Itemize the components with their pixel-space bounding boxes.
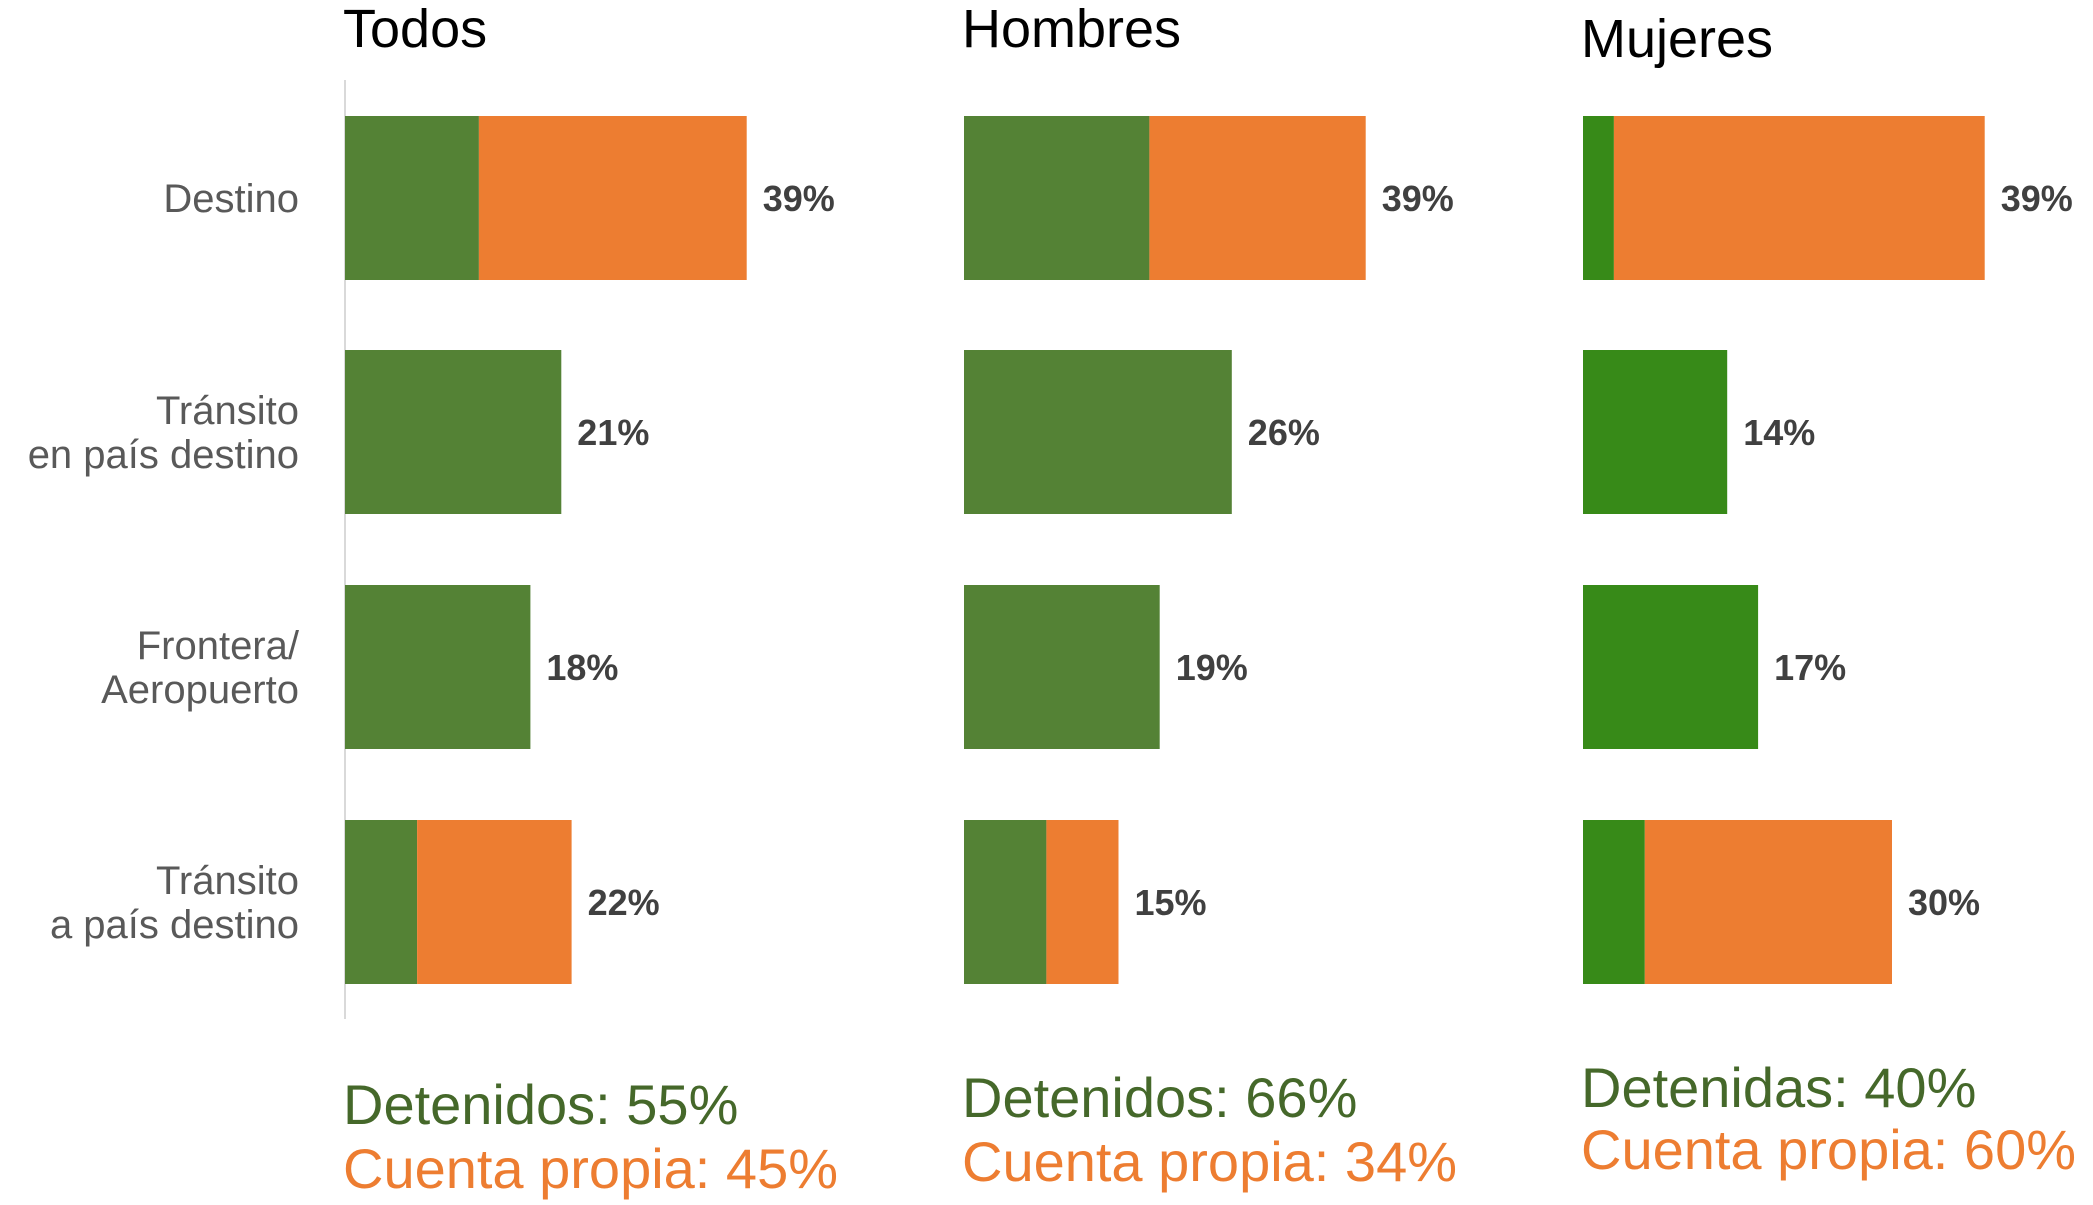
- bar-segment: [964, 820, 1047, 984]
- value-label: 19%: [1176, 647, 1248, 688]
- bar-segment: [417, 820, 572, 984]
- value-label: 26%: [1248, 412, 1320, 453]
- bar-segment: [964, 585, 1160, 749]
- summary-text: Cuenta propia: 45%: [343, 1137, 838, 1200]
- bar-segment: [1583, 820, 1645, 984]
- bar-segment: [1583, 116, 1614, 280]
- value-label: 17%: [1774, 647, 1846, 688]
- value-label: 22%: [588, 882, 660, 923]
- bar-segment: [478, 116, 747, 280]
- category-label: Frontera/: [137, 624, 300, 668]
- category-label: a país destino: [50, 903, 299, 947]
- bar-segment: [345, 820, 418, 984]
- value-label: 30%: [1908, 882, 1980, 923]
- category-label: Aeropuerto: [101, 668, 299, 712]
- bar-segment: [964, 350, 1232, 514]
- value-label: 39%: [763, 178, 835, 219]
- bar-segment: [345, 585, 531, 749]
- panel-title: Hombres: [962, 0, 1181, 59]
- value-label: 39%: [2001, 178, 2073, 219]
- summary-text: Detenidos: 55%: [343, 1073, 738, 1136]
- bar-segment: [1613, 116, 1985, 280]
- bar-segment: [345, 350, 562, 514]
- value-label: 15%: [1135, 882, 1207, 923]
- value-label: 14%: [1743, 412, 1815, 453]
- summary-text: Detenidas: 40%: [1581, 1056, 1976, 1119]
- category-label: Tránsito: [156, 389, 299, 433]
- category-label: Destino: [163, 177, 299, 221]
- summary-text: Detenidos: 66%: [962, 1066, 1357, 1129]
- bar-segment: [1583, 350, 1728, 514]
- value-label: 39%: [1382, 178, 1454, 219]
- panel-title: Todos: [343, 0, 487, 59]
- summary-text: Cuenta propia: 34%: [962, 1130, 1457, 1193]
- bar-segment: [1046, 820, 1119, 984]
- bar-segment: [1149, 116, 1366, 280]
- value-label: 18%: [546, 647, 618, 688]
- panel-title: Mujeres: [1581, 9, 1773, 69]
- category-label: en país destino: [28, 433, 299, 477]
- bar-segment: [1644, 820, 1892, 984]
- summary-text: Cuenta propia: 60%: [1581, 1118, 2076, 1181]
- bar-segment: [1583, 585, 1759, 749]
- bar-segment: [964, 116, 1150, 280]
- bar-segment: [345, 116, 479, 280]
- category-label: Tránsito: [156, 859, 299, 903]
- value-label: 21%: [577, 412, 649, 453]
